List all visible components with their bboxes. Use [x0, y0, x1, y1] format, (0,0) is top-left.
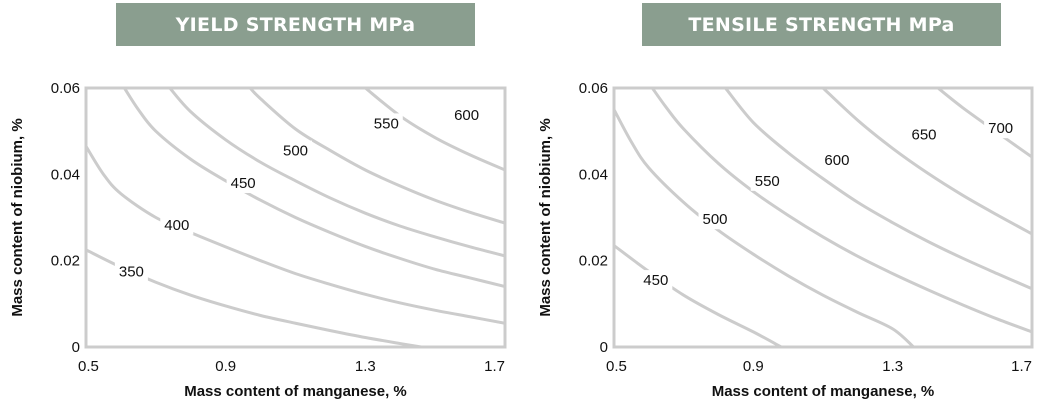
y-tick-label: 0.02: [51, 253, 80, 270]
contour-label-bg: [698, 209, 732, 230]
x-tick-label: 0.5: [78, 358, 99, 375]
y-tick-label: 0.06: [51, 80, 80, 97]
chart-panel-1: 450 500 550 600 650 700 0.5 0.9 1.3 1.7 0 0.02 0.04 0…: [537, 80, 1034, 400]
y-tick-label: 0: [600, 339, 608, 356]
contour-label-bg: [639, 270, 673, 291]
contour-label-450: 450: [643, 272, 668, 289]
y-tick-label: 0.02: [579, 253, 608, 270]
x-axis-title: Mass content of manganese, %: [184, 383, 407, 400]
contour-label-400: 400: [164, 217, 189, 234]
y-axis-title: Mass content of niobium, %: [537, 118, 554, 316]
chart-title-tensile-strength: TENSILE STRENGTH MPa: [642, 3, 1001, 46]
contour-line-650: [821, 88, 1032, 236]
contour-line-450: [122, 88, 505, 289]
contour-label-bg: [279, 140, 312, 161]
contour-label-bg: [750, 170, 784, 191]
contour-lines: [614, 88, 1032, 347]
contour-label-350: 350: [119, 263, 144, 280]
y-tick-label: 0.04: [51, 166, 80, 183]
contour-label-bg: [450, 105, 484, 126]
x-axis-title: Mass content of manganese, %: [712, 383, 935, 400]
contour-label-bg: [984, 118, 1018, 139]
x-tick-label: 1.7: [1011, 358, 1032, 375]
x-tick-label: 0.9: [215, 358, 236, 375]
contour-label-650: 650: [912, 127, 937, 144]
y-tick-label: 0.04: [579, 166, 608, 183]
contour-label-500: 500: [283, 143, 308, 160]
contour-label-500: 500: [703, 211, 728, 228]
contour-line-550: [248, 88, 505, 225]
contour-label-bg: [114, 261, 148, 282]
contour-line-550: [650, 88, 1032, 334]
y-tick-label: 0: [72, 339, 80, 356]
contour-line-400: [86, 144, 505, 325]
x-tick-label: 0.5: [606, 358, 627, 375]
contour-label-bg: [369, 113, 403, 134]
contour-label-700: 700: [988, 120, 1013, 137]
contour-label-600: 600: [824, 152, 849, 169]
contour-lines: [86, 88, 505, 347]
contour-line-500: [168, 88, 505, 258]
contour-label-bg: [226, 172, 260, 193]
contour-line-600: [723, 88, 1032, 291]
chart-panel-0: 350 400 450 500 550 600 0.5 0.9 1.3 1.7 0 0.02 0.04 0…: [9, 80, 507, 400]
contour-label-450: 450: [231, 175, 256, 192]
contour-label-bg: [907, 124, 941, 145]
contour-line-500: [614, 108, 916, 347]
contour-label-550: 550: [755, 173, 780, 190]
contour-label-bg: [160, 214, 194, 235]
contour-line-450: [614, 244, 783, 347]
x-tick-label: 1.3: [355, 358, 376, 375]
contour-label-550: 550: [374, 115, 399, 132]
contour-line-700: [936, 88, 1032, 159]
contour-line-600: [363, 88, 505, 172]
contour-label-bg: [820, 150, 854, 171]
y-tick-label: 0.06: [579, 80, 608, 97]
contour-label-600: 600: [454, 107, 479, 124]
plot-frame: [84, 86, 507, 349]
y-axis-title: Mass content of niobium, %: [9, 118, 26, 316]
chart-title-yield-strength: YIELD STRENGTH MPa: [116, 3, 475, 46]
x-tick-label: 1.7: [484, 358, 505, 375]
x-tick-label: 1.3: [882, 358, 903, 375]
x-tick-label: 0.9: [743, 358, 764, 375]
